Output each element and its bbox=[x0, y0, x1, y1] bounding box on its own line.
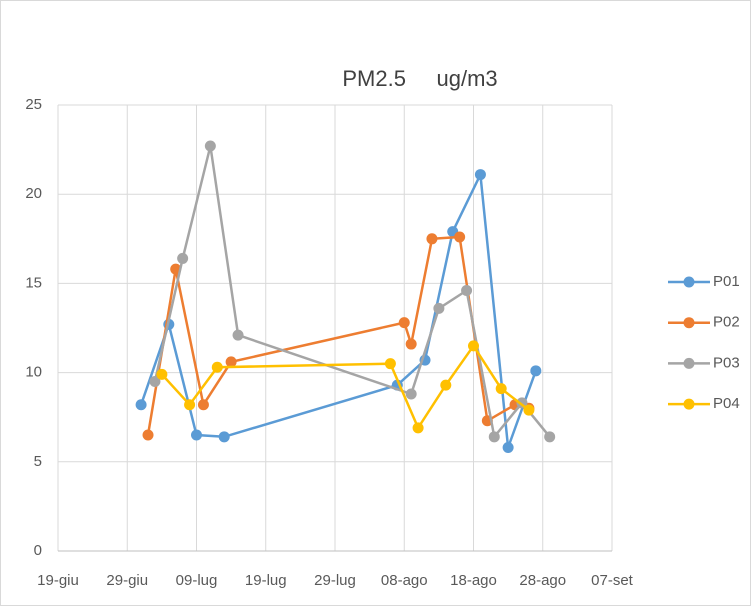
series-line bbox=[153, 145, 551, 440]
data-point bbox=[191, 429, 202, 441]
data-point bbox=[184, 399, 196, 411]
legend-marker bbox=[683, 276, 695, 288]
data-point bbox=[433, 302, 445, 314]
data-point bbox=[502, 442, 514, 454]
data-point bbox=[530, 365, 542, 377]
data-point bbox=[211, 361, 223, 373]
x-tick-label: 28-ago bbox=[519, 572, 566, 589]
chart-title: PM2.5 ug/m3 bbox=[342, 66, 497, 91]
y-tick-label: 5 bbox=[34, 453, 42, 470]
legend-label: P02 bbox=[713, 314, 740, 331]
x-tick-label: 19-lug bbox=[245, 572, 287, 589]
data-point bbox=[232, 329, 244, 341]
x-tick-label: 29-giu bbox=[106, 572, 148, 589]
x-tick-label: 07-set bbox=[591, 572, 634, 589]
data-point bbox=[197, 399, 209, 411]
y-tick-label: 0 bbox=[34, 542, 42, 559]
data-point bbox=[204, 140, 216, 152]
data-point bbox=[412, 422, 424, 434]
legend-label: P03 bbox=[713, 354, 740, 371]
legend-label: P01 bbox=[713, 273, 740, 290]
data-point bbox=[156, 368, 168, 380]
data-point bbox=[440, 379, 452, 391]
data-point bbox=[495, 383, 507, 395]
data-point bbox=[142, 429, 154, 441]
legend-label: P04 bbox=[713, 395, 740, 412]
data-point bbox=[461, 285, 473, 297]
data-point bbox=[405, 388, 417, 400]
data-point bbox=[398, 317, 410, 329]
y-tick-label: 10 bbox=[25, 364, 42, 381]
x-tick-label: 19-giu bbox=[37, 572, 79, 589]
series-line bbox=[139, 170, 537, 448]
legend-marker bbox=[683, 398, 695, 410]
data-point bbox=[468, 340, 479, 352]
data-point bbox=[384, 358, 396, 370]
data-point bbox=[474, 169, 486, 181]
x-tick-label: 29-lug bbox=[314, 572, 356, 589]
data-point bbox=[454, 231, 466, 243]
data-point bbox=[218, 431, 230, 443]
data-point bbox=[544, 431, 556, 443]
legend-marker bbox=[683, 317, 695, 329]
x-tick-label: 18-ago bbox=[450, 572, 497, 589]
data-point bbox=[135, 399, 147, 411]
data-point bbox=[523, 404, 535, 416]
data-point bbox=[149, 376, 161, 388]
legend-marker bbox=[683, 357, 695, 369]
data-point bbox=[426, 233, 438, 245]
x-tick-label: 08-ago bbox=[381, 572, 428, 589]
y-tick-label: 15 bbox=[25, 274, 42, 291]
data-point bbox=[225, 356, 237, 368]
data-point bbox=[488, 431, 500, 443]
data-point bbox=[405, 338, 417, 350]
data-point bbox=[177, 252, 189, 264]
x-tick-label: 09-lug bbox=[176, 572, 218, 589]
y-tick-label: 20 bbox=[25, 185, 42, 202]
y-tick-label: 25 bbox=[25, 96, 42, 113]
